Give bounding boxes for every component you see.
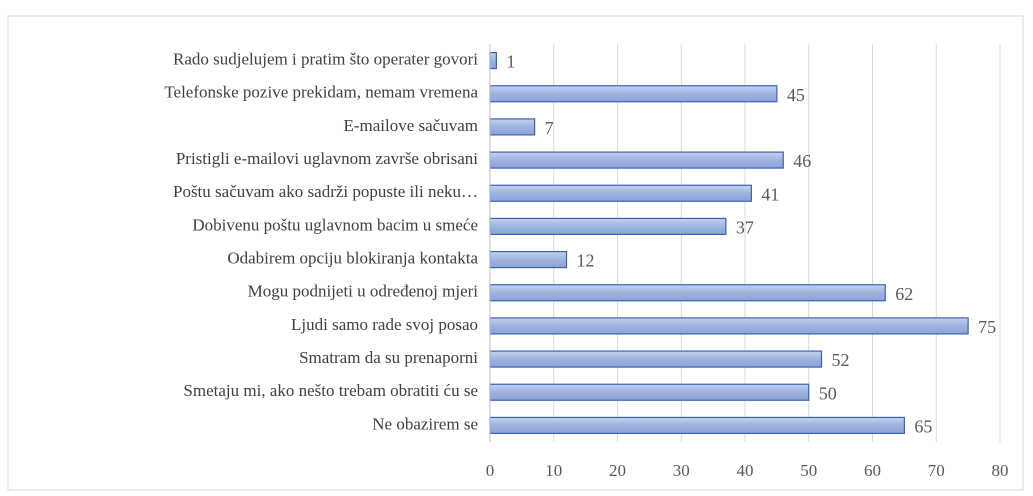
- data-label: 12: [577, 251, 595, 271]
- bar: [489, 250, 568, 269]
- x-tick-label: 40: [737, 461, 754, 480]
- data-label: 75: [978, 317, 996, 337]
- data-label: 37: [736, 218, 754, 238]
- bar: [489, 184, 752, 202]
- bar: [489, 383, 810, 401]
- bar: [489, 350, 823, 368]
- x-tick-label: 70: [928, 461, 945, 480]
- x-tick-label: 30: [673, 461, 690, 480]
- bar: [489, 85, 778, 103]
- data-label: 1: [506, 52, 515, 72]
- data-label: 62: [895, 284, 913, 304]
- data-label: 65: [914, 417, 932, 437]
- y-tick-label: Dobivenu poštu uglavnom bacim u smeće: [192, 215, 478, 234]
- y-tick-label: Smetaju mi, ako nešto trebam obratiti ću…: [183, 381, 478, 400]
- x-tick-label: 50: [800, 461, 817, 480]
- bar: [489, 317, 969, 335]
- x-tick-label: 0: [486, 461, 495, 480]
- bar: [489, 217, 727, 236]
- x-tick-label: 20: [609, 461, 626, 480]
- data-label: 52: [832, 350, 850, 370]
- y-tick-label: Rado sudjelujem i pratim što operater go…: [173, 49, 478, 68]
- bar: [489, 118, 536, 136]
- data-label: 7: [545, 118, 554, 138]
- bar: [489, 151, 784, 169]
- y-tick-label: Odabirem opciju blokiranja kontakta: [227, 248, 478, 267]
- bar: [489, 284, 886, 302]
- data-label: 50: [819, 383, 837, 403]
- x-tick-label: 10: [545, 461, 562, 480]
- x-tick-label: 60: [864, 461, 881, 480]
- y-tick-label: Poštu sačuvam ako sadrži popuste ili nek…: [173, 182, 478, 201]
- y-tick-label: Mogu podnijeti u određenoj mjeri: [248, 282, 479, 301]
- bar: [489, 416, 905, 435]
- y-tick-label: Pristigli e-mailovi uglavnom završe obri…: [176, 149, 478, 168]
- y-tick-label: Smatram da su prenaporni: [299, 348, 478, 367]
- data-label: 46: [793, 151, 811, 171]
- data-label: 45: [787, 85, 805, 105]
- y-tick-label: Telefonske pozive prekidam, nemam vremen…: [164, 83, 478, 102]
- data-label: 41: [761, 184, 779, 204]
- x-tick-label: 80: [992, 461, 1009, 480]
- y-tick-label: Ne obazirem se: [372, 414, 478, 433]
- bar: [489, 51, 497, 70]
- y-tick-label: Ljudi samo rade svoj posao: [291, 315, 478, 334]
- y-tick-label: E-mailove sačuvam: [343, 116, 478, 135]
